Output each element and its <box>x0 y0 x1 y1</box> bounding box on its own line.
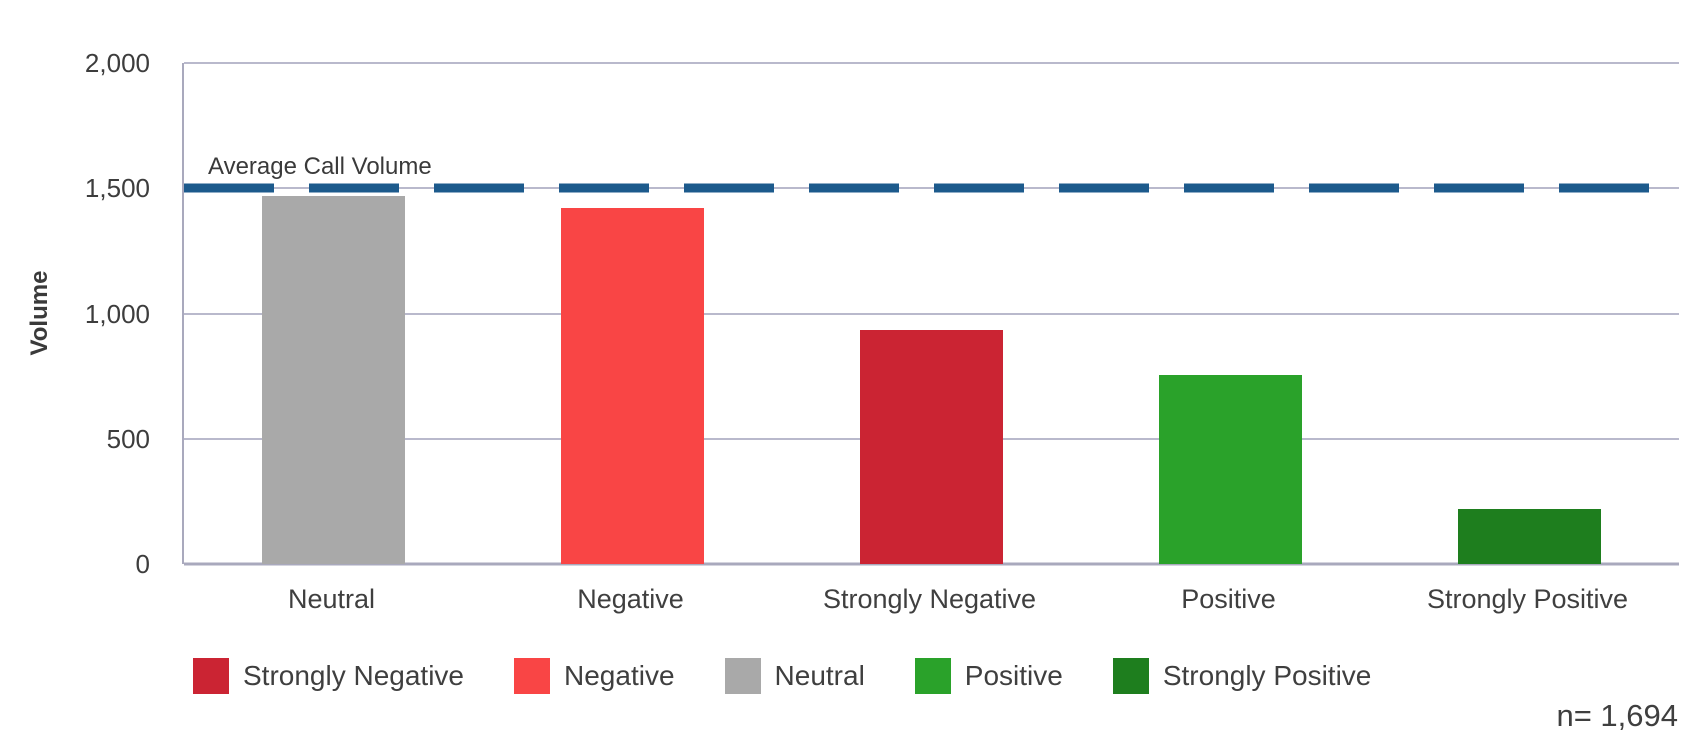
legend-swatch <box>514 658 551 694</box>
legend-label: Positive <box>964 660 1063 691</box>
legend-swatch <box>724 658 761 694</box>
legend-label: Strongly Negative <box>243 660 465 691</box>
average-call-volume-line <box>184 183 1679 193</box>
bar-positive[interactable] <box>1159 374 1302 564</box>
chart-legend: Strongly Negative Negative Neutral Positive… <box>193 658 1371 694</box>
bar-slot <box>184 63 483 564</box>
bar-strongly-positive[interactable] <box>1458 508 1601 564</box>
y-axis-tick-label: 2,000 <box>84 48 150 78</box>
bar-slot <box>483 63 782 564</box>
legend-item-neutral[interactable]: Neutral <box>724 658 865 694</box>
x-axis-labels: Neutral Negative Strongly Negative Positive… <box>182 584 1677 615</box>
y-axis-tick-label: 1,000 <box>84 298 150 329</box>
x-axis-label: Neutral <box>287 584 376 614</box>
legend-label: Negative <box>564 660 675 691</box>
legend-item-negative[interactable]: Negative <box>514 658 675 694</box>
bar-negative[interactable] <box>561 208 704 564</box>
sample-size-annotation: n= 1,694 <box>1556 698 1678 733</box>
gridline-1000 <box>184 312 1679 315</box>
x-axis-label: Strongly Negative <box>822 584 1037 614</box>
gridline-0 <box>184 562 1679 566</box>
bar-slot <box>782 63 1081 564</box>
legend-label: Strongly Positive <box>1162 660 1372 691</box>
bar-strongly-negative[interactable] <box>860 329 1003 564</box>
y-axis-tick-label: 1,500 <box>84 173 150 204</box>
legend-item-strongly-positive[interactable]: Strongly Positive <box>1112 658 1372 694</box>
plot-area: Average Call Volume <box>182 62 1679 566</box>
bar-slot <box>1081 63 1380 564</box>
legend-label: Neutral <box>774 660 865 691</box>
y-axis-tick-label: 0 <box>135 549 150 579</box>
legend-swatch <box>193 658 229 694</box>
legend-item-positive[interactable]: Positive <box>914 658 1063 694</box>
legend-swatch <box>1112 658 1149 694</box>
legend-swatch <box>914 658 951 694</box>
bar-neutral[interactable] <box>262 195 405 564</box>
gridline-2000 <box>184 62 1679 64</box>
x-axis-label: Negative <box>577 584 684 614</box>
bars-row <box>184 63 1679 564</box>
bar-slot <box>1380 63 1679 564</box>
x-axis-label: Positive <box>1181 584 1276 614</box>
legend-item-strongly-negative[interactable]: Strongly Negative <box>193 658 464 694</box>
average-call-volume-label: Average Call Volume <box>208 153 432 181</box>
y-axis-tick-label: 500 <box>106 423 150 454</box>
x-axis-label: Strongly Positive <box>1426 584 1629 614</box>
